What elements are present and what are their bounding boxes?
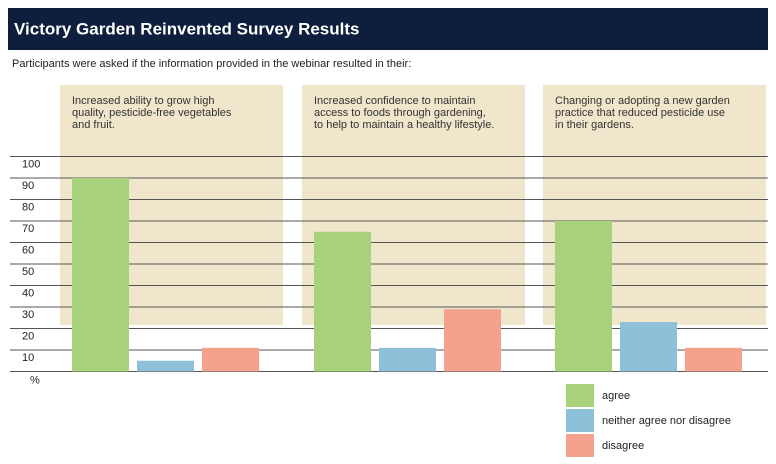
chart-subtitle: Participants were asked if the informati… bbox=[12, 58, 411, 70]
legend-swatch bbox=[566, 409, 594, 432]
legend-label: disagree bbox=[602, 440, 644, 452]
bar bbox=[444, 309, 501, 372]
legend-label: neither agree nor disagree bbox=[602, 415, 731, 427]
bar bbox=[72, 178, 129, 372]
category-label: Increased ability to grow high quality, … bbox=[72, 95, 232, 131]
legend-label: agree bbox=[602, 390, 630, 402]
legend-swatch bbox=[566, 384, 594, 407]
y-tick-label: 30 bbox=[22, 309, 34, 321]
y-tick-label: 50 bbox=[22, 266, 34, 278]
category-label: Increased confidence to maintain access … bbox=[314, 95, 495, 131]
y-tick-label: 40 bbox=[22, 287, 34, 299]
bar bbox=[379, 347, 436, 372]
chart-title: Victory Garden Reinvented Survey Results bbox=[14, 19, 359, 38]
y-tick-label: 10 bbox=[22, 352, 34, 364]
y-tick-label: 90 bbox=[22, 180, 34, 192]
y-tick-label: 100 bbox=[22, 158, 40, 170]
y-axis-label: % bbox=[30, 374, 40, 386]
y-tick-label: 80 bbox=[22, 201, 34, 213]
category-label: Changing or adopting a new garden practi… bbox=[555, 95, 730, 131]
y-tick-label: 70 bbox=[22, 223, 34, 235]
bar bbox=[202, 347, 259, 372]
bar bbox=[314, 231, 371, 372]
y-tick-label: 20 bbox=[22, 330, 34, 342]
bar bbox=[555, 221, 612, 372]
y-tick-label: 60 bbox=[22, 244, 34, 256]
title-bar bbox=[8, 8, 768, 50]
bar bbox=[137, 360, 194, 372]
legend-swatch bbox=[566, 434, 594, 457]
bar bbox=[685, 347, 742, 372]
bar bbox=[620, 322, 677, 372]
